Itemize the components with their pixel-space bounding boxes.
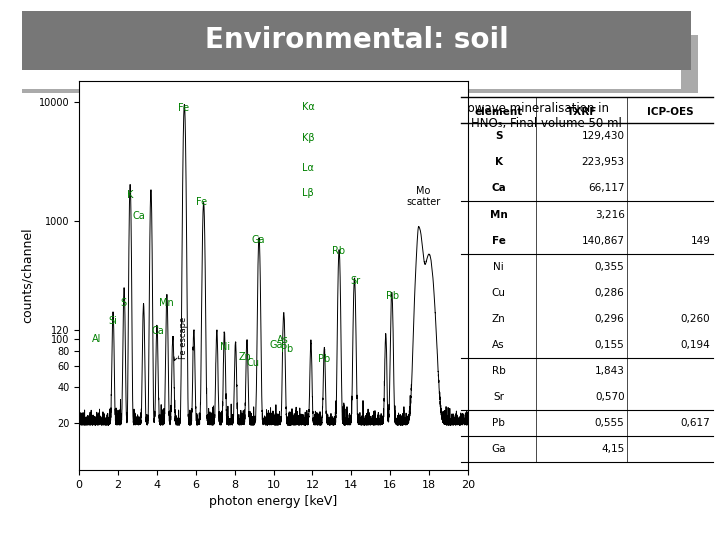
- Text: 129,430: 129,430: [582, 131, 624, 141]
- Text: As: As: [492, 340, 505, 350]
- Text: Ni: Ni: [220, 342, 230, 352]
- Text: Fe escape: Fe escape: [174, 317, 188, 361]
- Bar: [22, 89, 698, 93]
- Text: 0,570: 0,570: [595, 392, 624, 402]
- Text: 0,194: 0,194: [680, 340, 710, 350]
- Text: Ca: Ca: [132, 211, 145, 221]
- Text: Ca: Ca: [491, 184, 506, 193]
- Text: 0,296: 0,296: [595, 314, 624, 324]
- Text: Fe: Fe: [196, 197, 207, 207]
- Text: Rb: Rb: [492, 366, 505, 376]
- Text: Mn: Mn: [159, 298, 174, 308]
- Text: 149: 149: [690, 235, 710, 246]
- Text: Mo
scatter: Mo scatter: [406, 186, 441, 207]
- Text: Pb: Pb: [492, 418, 505, 428]
- Text: K: K: [495, 157, 503, 167]
- Text: K: K: [127, 190, 133, 200]
- Text: As: As: [276, 335, 288, 345]
- Text: Microwave mineralisation in
10 ml  HNO₃, Final volume 50 ml: Microwave mineralisation in 10 ml HNO₃, …: [430, 102, 621, 130]
- Y-axis label: counts/channel: counts/channel: [20, 227, 33, 323]
- Text: Si: Si: [109, 316, 117, 326]
- Text: 0,355: 0,355: [595, 262, 624, 272]
- Text: 1,843: 1,843: [595, 366, 624, 376]
- Text: Pb: Pb: [318, 354, 330, 364]
- Text: 223,953: 223,953: [582, 157, 624, 167]
- Text: Rb: Rb: [386, 291, 399, 301]
- Text: Rb: Rb: [332, 246, 346, 256]
- Text: Pb: Pb: [281, 343, 293, 354]
- Text: Sr: Sr: [350, 276, 360, 286]
- Text: Fe: Fe: [178, 104, 189, 113]
- Text: Al: Al: [92, 334, 102, 344]
- X-axis label: photon energy [keV]: photon energy [keV]: [210, 495, 338, 508]
- Text: Environmental: soil: Environmental: soil: [204, 26, 508, 55]
- Text: 3,216: 3,216: [595, 210, 624, 220]
- Text: Kα: Kα: [302, 103, 315, 112]
- Text: Mn: Mn: [490, 210, 508, 220]
- Text: Lα: Lα: [302, 163, 314, 173]
- Text: ICP-OES: ICP-OES: [647, 106, 693, 117]
- Text: Fe: Fe: [492, 235, 505, 246]
- Text: Sr: Sr: [493, 392, 504, 402]
- Text: 4,15: 4,15: [601, 444, 624, 454]
- Text: element: element: [474, 106, 523, 117]
- Bar: [681, 35, 698, 91]
- Text: Lβ: Lβ: [302, 188, 313, 198]
- Text: Kβ: Kβ: [302, 133, 315, 143]
- Text: Ga: Ga: [251, 235, 265, 245]
- Text: Zn: Zn: [492, 314, 505, 324]
- Text: S: S: [495, 131, 503, 141]
- Text: Cu: Cu: [247, 359, 260, 368]
- Text: Ni: Ni: [493, 262, 504, 272]
- Text: Zn: Zn: [239, 352, 252, 362]
- Text: Ca: Ca: [151, 326, 164, 335]
- Text: Ga: Ga: [491, 444, 506, 454]
- Text: 140,867: 140,867: [582, 235, 624, 246]
- Text: TXRF: TXRF: [567, 106, 597, 117]
- Text: 0,260: 0,260: [680, 314, 710, 324]
- Text: 0,155: 0,155: [595, 340, 624, 350]
- Text: 0,617: 0,617: [680, 418, 710, 428]
- Text: Ga: Ga: [270, 340, 283, 350]
- Text: S: S: [121, 298, 127, 308]
- Text: 0,286: 0,286: [595, 288, 624, 298]
- FancyBboxPatch shape: [8, 10, 705, 71]
- Text: 0,555: 0,555: [595, 418, 624, 428]
- Text: 66,117: 66,117: [588, 184, 624, 193]
- Text: Cu: Cu: [492, 288, 505, 298]
